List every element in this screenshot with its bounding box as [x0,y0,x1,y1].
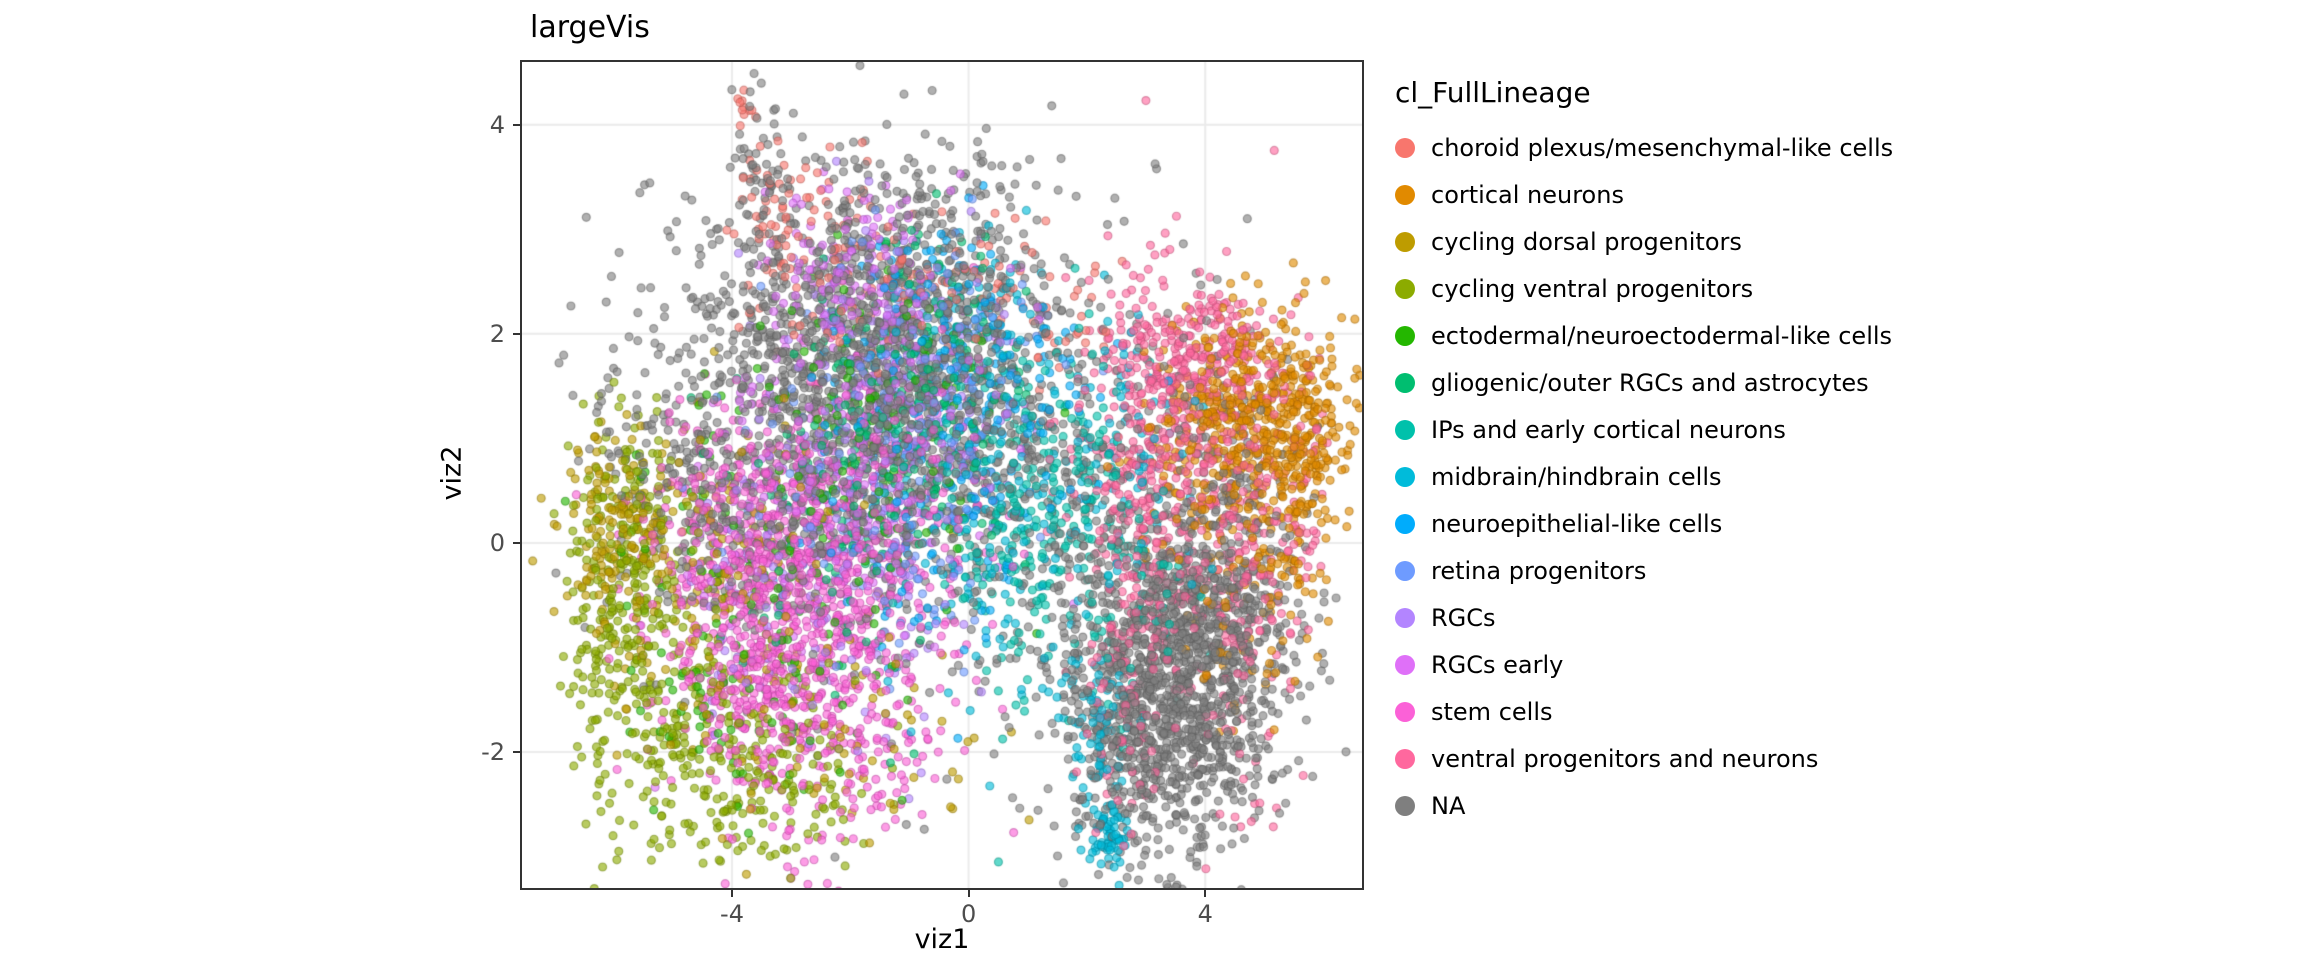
plot-panel [520,60,1364,890]
x-tick-mark [1204,890,1207,897]
legend-item: IPs and early cortical neurons [1395,406,1893,453]
legend-item-label: NA [1431,791,1466,820]
x-tick-label: 0 [960,900,977,928]
legend-swatch [1395,325,1415,346]
legend-swatch [1395,795,1415,816]
legend: cl_FullLineage choroid plexus/mesenchyma… [1395,76,1893,829]
y-tick-mark [513,332,520,335]
legend-swatch [1395,748,1415,769]
legend-item-label: RGCs [1431,603,1496,632]
legend-swatch [1395,278,1415,299]
legend-swatch [1395,560,1415,581]
y-tick-mark [513,751,520,754]
legend-item-label: cycling ventral progenitors [1431,274,1754,303]
legend-swatch [1395,419,1415,440]
legend-item: cycling dorsal progenitors [1395,218,1893,265]
legend-item: RGCs [1395,594,1893,641]
legend-item: ectodermal/neuroectodermal-like cells [1395,312,1893,359]
legend-swatch [1395,372,1415,393]
legend-item: cortical neurons [1395,171,1893,218]
legend-item: midbrain/hindbrain cells [1395,453,1893,500]
legend-swatch [1395,231,1415,252]
legend-swatch [1395,513,1415,534]
legend-item-label: retina progenitors [1431,556,1647,585]
legend-item-label: gliogenic/outer RGCs and astrocytes [1431,368,1869,397]
x-tick-label: 4 [1197,900,1213,928]
y-tick-label: -2 [481,738,505,767]
legend-item-label: cortical neurons [1431,180,1624,209]
legend-item-label: stem cells [1431,697,1553,726]
legend-item: choroid plexus/mesenchymal-like cells [1395,124,1893,171]
legend-swatch [1395,701,1415,722]
legend-item-label: ventral progenitors and neurons [1431,744,1819,773]
legend-items: choroid plexus/mesenchymal-like cells cor… [1395,124,1893,829]
legend-swatch [1395,466,1415,487]
x-axis-title: viz1 [914,924,970,955]
legend-item: retina progenitors [1395,547,1893,594]
legend-item-label: IPs and early cortical neurons [1431,415,1786,444]
y-tick-label: 0 [489,528,505,557]
y-axis-title: viz2 [436,445,468,501]
legend-item: cycling ventral progenitors [1395,265,1893,312]
legend-item-label: choroid plexus/mesenchymal-like cells [1431,133,1894,162]
y-tick-mark [513,541,520,544]
legend-swatch [1395,137,1415,158]
legend-title: cl_FullLineage [1395,76,1591,109]
legend-item: stem cells [1395,688,1893,735]
legend-item: RGCs early [1395,641,1893,688]
legend-item-label: midbrain/hindbrain cells [1431,462,1722,491]
x-tick-mark [731,890,733,897]
legend-swatch [1395,654,1415,675]
legend-item-label: ectodermal/neuroectodermal-like cells [1431,321,1893,350]
legend-item-label: cycling dorsal progenitors [1431,227,1742,256]
legend-item: ventral progenitors and neurons [1395,735,1893,782]
plot-title: largeVis [530,10,650,45]
x-tick-mark [967,890,970,897]
legend-item: gliogenic/outer RGCs and astrocytes [1395,359,1893,406]
legend-item-label: neuroepithelial-like cells [1431,509,1723,538]
legend-item: neuroepithelial-like cells [1395,500,1893,547]
legend-swatch [1395,184,1415,205]
legend-item: NA [1395,782,1893,829]
legend-swatch [1395,607,1415,628]
y-tick-label: 4 [489,110,505,139]
legend-item-label: RGCs early [1431,650,1564,679]
scatter-canvas [522,62,1362,888]
y-tick-mark [513,123,520,126]
x-tick-label: -4 [720,900,744,928]
y-tick-label: 2 [489,319,505,348]
